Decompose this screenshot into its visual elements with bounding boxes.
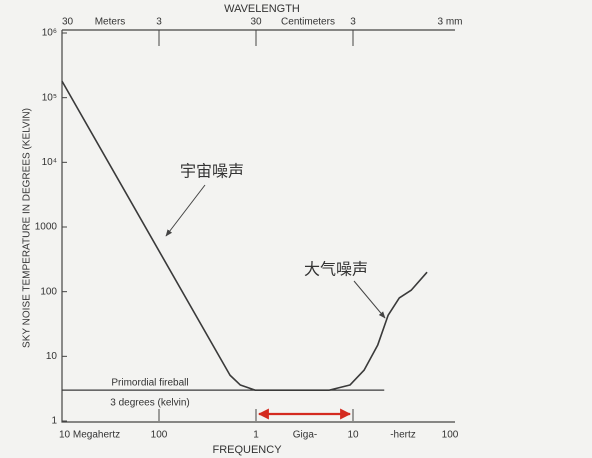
x-tick-label: 1 xyxy=(253,430,259,441)
x2-unit-label: Centimeters xyxy=(281,17,335,28)
axis-frame xyxy=(61,29,455,423)
y-tick-label: 10⁶ xyxy=(42,28,57,39)
x2-tick-label: 3 xyxy=(350,17,356,28)
x2-tick-label: 3 xyxy=(156,17,162,28)
chart-title: WAVELENGTH xyxy=(224,3,300,15)
y-tick-label: 1000 xyxy=(35,222,58,233)
y-tick-label: 10⁴ xyxy=(42,157,57,168)
y-tick-label: 10⁵ xyxy=(42,92,57,103)
y-tick-label: 1 xyxy=(51,416,57,427)
y-axis-label: SKY NOISE TEMPERATURE IN DEGREES (KELVIN… xyxy=(22,108,33,348)
x2-tick-label: 30 xyxy=(250,17,262,28)
x-unit-label: Giga- xyxy=(293,430,317,441)
x-axis-label: FREQUENCY xyxy=(212,444,282,456)
x-tick-label: 100 xyxy=(151,430,168,441)
reference-label: Primordial fireball xyxy=(111,378,188,389)
y-tick-label: 10 xyxy=(46,351,58,362)
data-line xyxy=(61,80,428,391)
y-tick-label: 100 xyxy=(40,286,57,297)
x-unit-label: -hertz xyxy=(390,430,416,441)
x2-tick-label: 30 xyxy=(62,17,74,28)
reference-sublabel: 3 degrees (kelvin) xyxy=(110,398,189,409)
x-tick-label: 100 xyxy=(442,430,459,441)
annotation-arrow xyxy=(165,184,206,237)
x-tick-label: 10 xyxy=(347,430,359,441)
x2-tick-label: 3 mm xyxy=(438,17,463,28)
annotation-arrow xyxy=(353,280,386,319)
x-tick-label: 10 Megahertz xyxy=(59,430,120,441)
annotation: 大气噪声 xyxy=(304,260,368,279)
x2-unit-label: Meters xyxy=(95,17,126,28)
annotation: 宇宙噪声 xyxy=(180,162,244,181)
